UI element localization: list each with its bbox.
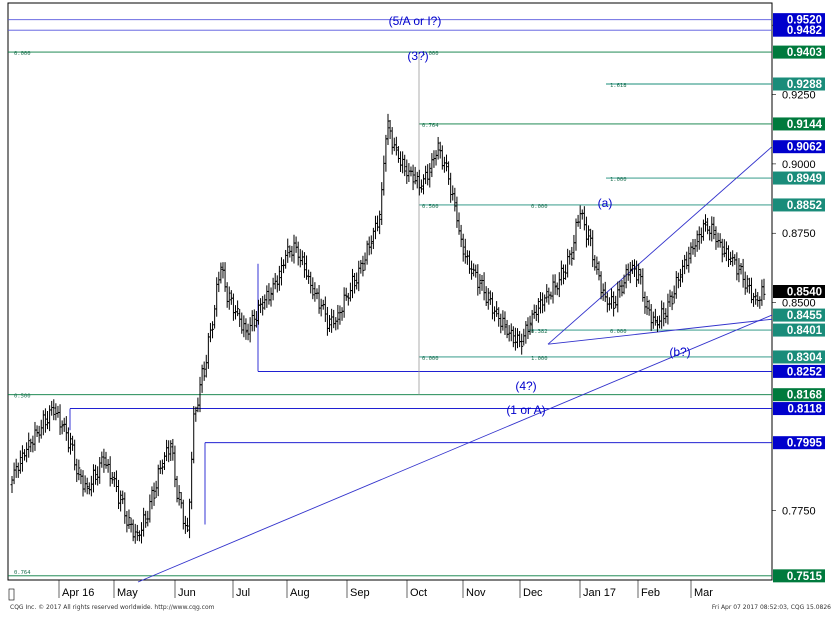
x-tick-label: Nov [466, 587, 486, 599]
level-badge-label-5: 0.9062 [787, 142, 822, 154]
level-badge-7 [773, 198, 825, 212]
y-tick-label: 0.9250 [782, 90, 816, 102]
x-tick-label: Jan 17 [583, 587, 616, 599]
timestamp-footer: Fri Apr 07 2017 08:52:03, CQG 15.0826 [711, 604, 831, 611]
fib-label: 0.764 [422, 123, 439, 129]
level-badge-label-0: 0.9520 [787, 15, 822, 27]
level-badge-label-12: 0.8168 [787, 390, 823, 402]
level-badge-5 [773, 140, 825, 154]
level-badge-label-4: 0.9144 [787, 119, 823, 131]
wave-label: (3?) [407, 49, 428, 63]
trendline-upper [547, 146, 773, 345]
copyright-footer: CQG Inc. © 2017 All rights reserved worl… [10, 604, 215, 611]
level-badge-3 [773, 77, 825, 91]
fib-label: 0.000 [422, 356, 439, 362]
wave-label: (4?) [515, 379, 536, 393]
level-badge-label-11: 0.8252 [787, 366, 822, 378]
current-price-label: 0.8540 [787, 287, 822, 299]
x-tick-label: Jun [178, 587, 196, 599]
level-badge-13 [773, 402, 825, 416]
level-badge-label-9: 0.8401 [787, 325, 823, 337]
fib-label: 0.764 [14, 570, 31, 576]
level-badge-9 [773, 323, 825, 337]
level-badge-10 [773, 350, 825, 364]
level-badge-11 [773, 364, 825, 378]
wave-label: (1 or A) [506, 403, 545, 417]
x-tick-label: Feb [641, 587, 660, 599]
level-badge-label-1: 0.9482 [787, 25, 822, 37]
fib-label: 0.500 [422, 204, 439, 210]
fib-label: 0.000 [14, 51, 31, 57]
fib-label: 0.000 [610, 329, 627, 335]
current-price-badge [773, 285, 825, 298]
x-tick-label: Mar [694, 587, 713, 599]
level-badge-label-6: 0.8949 [787, 173, 822, 185]
level-badge-label-2: 0.9403 [787, 47, 822, 59]
level-badge-label-13: 0.8118 [787, 404, 822, 416]
x-tick-label: Apr 16 [62, 587, 94, 599]
x-tick-label: Jul [236, 587, 250, 599]
y-tick-label: 0.9000 [782, 159, 816, 171]
x-tick-label: Dec [523, 587, 543, 599]
wave-label: (a) [598, 196, 613, 210]
fib-label: 0.382 [531, 329, 548, 335]
level-badge-label-15: 0.7515 [787, 571, 823, 583]
level-badge-15 [773, 569, 825, 583]
fib-label: 1.000 [610, 177, 627, 183]
fib-label: 0.000 [531, 204, 548, 210]
level-badge-14 [773, 436, 825, 450]
wave-label: (5/A or I?) [389, 14, 442, 28]
scroll-handle[interactable] [8, 588, 15, 601]
x-tick-label: Aug [290, 587, 310, 599]
fib-label: 0.500 [14, 394, 31, 400]
level-badge-1 [773, 23, 825, 37]
fib-label: 1.000 [531, 356, 548, 362]
level-badge-12 [773, 388, 825, 402]
level-badge-6 [773, 171, 825, 185]
fib-label: 1.618 [610, 83, 627, 89]
level-badge-label-8: 0.8455 [787, 310, 823, 322]
fib-label: 1.000 [422, 51, 439, 57]
wave-label: (b?) [669, 345, 690, 359]
y-tick-label: 0.8500 [782, 298, 816, 310]
trendline-lower [547, 318, 773, 345]
level-badge-label-10: 0.8304 [787, 352, 823, 364]
x-tick-label: May [117, 587, 138, 599]
x-tick-label: Oct [410, 587, 427, 599]
level-badge-label-14: 0.7995 [787, 438, 823, 450]
level-badge-4 [773, 117, 825, 131]
trendline-main [137, 314, 773, 583]
y-tick-label: 0.8750 [782, 228, 816, 240]
level-badge-8 [773, 308, 825, 322]
level-badge-2 [773, 45, 825, 59]
level-badge-label-7: 0.8852 [787, 200, 822, 212]
y-tick-label: 0.7750 [782, 506, 816, 518]
x-tick-label: Sep [350, 587, 370, 599]
level-badge-0 [773, 13, 825, 27]
level-badge-label-3: 0.9288 [787, 79, 823, 91]
